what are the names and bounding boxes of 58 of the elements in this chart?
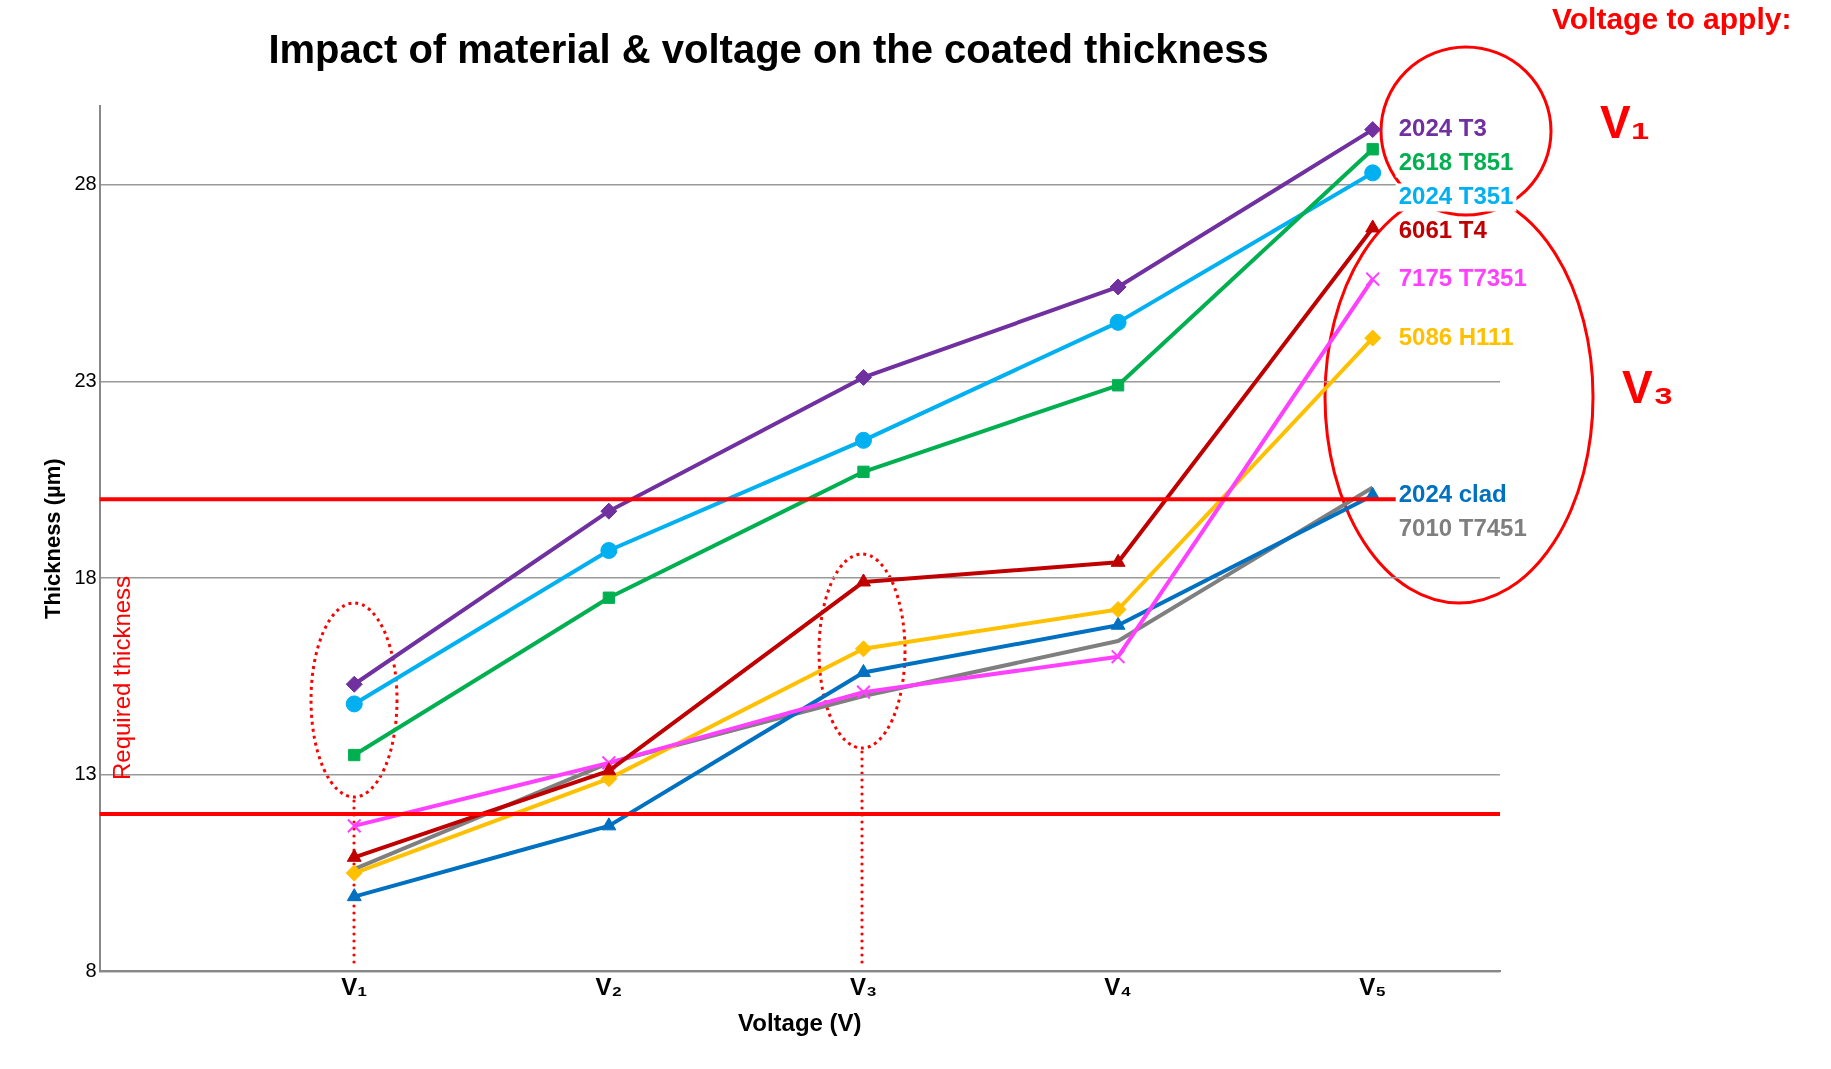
x-axis-title: Voltage (V) xyxy=(738,1009,862,1037)
series-label: 7175 T7351 xyxy=(1398,263,1527,291)
point xyxy=(600,502,618,520)
point xyxy=(348,748,361,762)
y-tick-label: 8 xyxy=(85,958,97,981)
point xyxy=(600,542,618,559)
point xyxy=(601,817,617,831)
point xyxy=(857,465,870,478)
point xyxy=(854,431,872,449)
point xyxy=(1110,553,1126,567)
text: Voltage to apply: xyxy=(1552,2,1792,36)
point xyxy=(854,368,872,386)
point xyxy=(1365,219,1381,233)
y-tick-label: 13 xyxy=(74,762,97,785)
series-label: 2024 T3 xyxy=(1398,114,1487,142)
point xyxy=(1364,121,1382,139)
x-tick-label: V₅ xyxy=(1359,973,1387,1001)
series-label: 2024 T351 xyxy=(1398,182,1514,210)
point xyxy=(856,663,871,677)
x-tick-label: V₃ xyxy=(849,973,878,1001)
point xyxy=(602,591,616,604)
y-axis-title: Thickness (µm) xyxy=(40,458,66,619)
point xyxy=(1109,278,1127,296)
series-label: 2618 T851 xyxy=(1398,148,1514,176)
point xyxy=(1111,379,1125,392)
point xyxy=(856,684,871,700)
point xyxy=(346,818,362,834)
y-tick-label: 23 xyxy=(74,368,97,391)
point xyxy=(1365,271,1381,287)
point xyxy=(856,573,871,587)
point xyxy=(854,640,872,658)
point xyxy=(1109,601,1127,619)
annotation: Required thickness xyxy=(108,575,136,780)
text: V₃ xyxy=(1622,360,1674,414)
point xyxy=(1109,313,1127,331)
series-label: 2024 clad xyxy=(1398,480,1507,508)
text: V₁ xyxy=(1600,95,1650,149)
x-tick-label: V₄ xyxy=(1104,973,1132,1001)
x-tick-label: V₂ xyxy=(595,973,623,1001)
point xyxy=(601,755,617,771)
point xyxy=(345,695,363,713)
series-label: 6061 T4 xyxy=(1398,216,1488,244)
series-label: 7010 T7451 xyxy=(1398,514,1527,542)
x-tick-label: V₁ xyxy=(341,973,368,1001)
y-tick-label: 28 xyxy=(74,172,97,195)
point xyxy=(1110,616,1126,630)
point xyxy=(346,848,362,862)
point xyxy=(1366,143,1379,156)
point xyxy=(345,675,363,693)
point xyxy=(345,864,363,882)
point xyxy=(346,888,362,902)
y-tick-label: 18 xyxy=(74,565,97,588)
point xyxy=(601,762,617,776)
point xyxy=(1110,649,1126,665)
point xyxy=(1364,329,1382,347)
chart-title: Impact of material & voltage on the coated thickness xyxy=(268,27,1269,72)
point xyxy=(1364,164,1382,182)
series-label: 5086 H111 xyxy=(1398,322,1514,350)
